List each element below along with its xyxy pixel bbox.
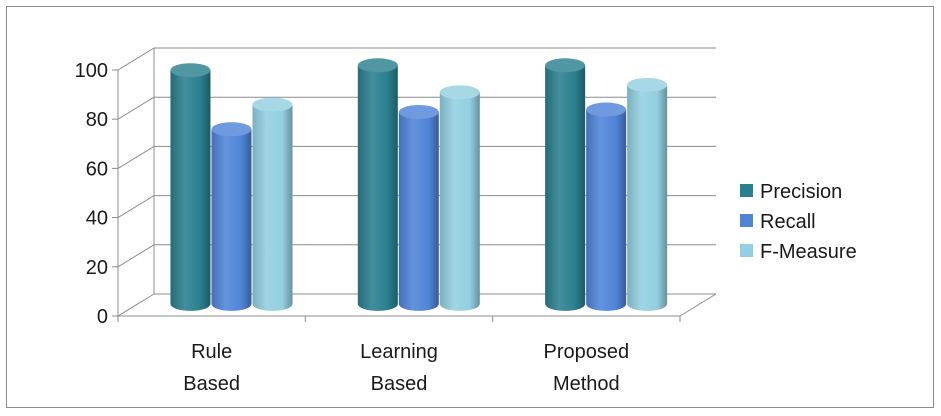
bar-f-measure [627,77,668,311]
bar-top [357,58,398,73]
legend-label: Recall [760,211,816,233]
legend-swatch [740,244,753,257]
bar-top [439,85,480,100]
bars [170,58,668,311]
legend-label: F-Measure [760,241,857,263]
bar-top [545,58,586,73]
y-tick-label: 60 [86,158,108,180]
gridline-side [117,96,155,120]
y-tick-label: 20 [86,257,108,279]
bar-body [627,84,668,311]
bar-top [398,105,439,120]
gridline-side [117,244,155,268]
bar-body [170,70,211,311]
y-tick-label: 100 [75,60,108,82]
bar-top [170,63,211,78]
legend-item: Precision [740,181,842,203]
chart-walls [117,48,717,317]
category-label-line2: Method [553,373,620,395]
bar-top [252,97,293,112]
legend: Precision Recall F-Measure [740,181,857,263]
y-tick-label: 80 [86,109,108,131]
category-label-line2: Based [183,373,240,395]
gridline-side [117,293,155,317]
bar-precision [545,58,586,311]
bar-top [211,122,252,137]
x-axis-categories: Rule Based Learning Based Proposed Method [117,316,681,395]
bar-precision [170,63,211,311]
category-label-line1: Proposed [544,341,630,363]
gridline-side [117,195,155,219]
bar-body [398,112,439,311]
floor-right-edge [679,293,717,317]
legend-swatch [740,214,753,227]
bar-recall [586,102,627,311]
bar-top [586,102,627,117]
legend-swatch [740,184,753,197]
bar-body [357,65,398,311]
gridline-side [117,47,155,71]
bar-recall [211,122,252,311]
legend-item: F-Measure [740,241,857,263]
y-tick-label: 40 [86,208,108,230]
bar-f-measure [439,85,480,311]
gridline-side [117,145,155,169]
bar-body [439,92,480,311]
bar-body [252,104,293,311]
category-label-line2: Based [371,373,428,395]
bar-top [627,77,668,92]
bar-recall [398,105,439,311]
bar-body [211,129,252,311]
y-axis-ticks: 0 20 40 60 80 100 [75,60,118,328]
bar-f-measure [252,97,293,311]
category-label-line1: Rule [191,341,232,363]
bar-body [545,65,586,311]
bar-body [586,109,627,311]
category-label-line1: Learning [360,341,438,363]
legend-item: Recall [740,211,816,233]
y-tick-label: 0 [97,306,108,328]
bar-precision [357,58,398,311]
legend-label: Precision [760,181,842,203]
